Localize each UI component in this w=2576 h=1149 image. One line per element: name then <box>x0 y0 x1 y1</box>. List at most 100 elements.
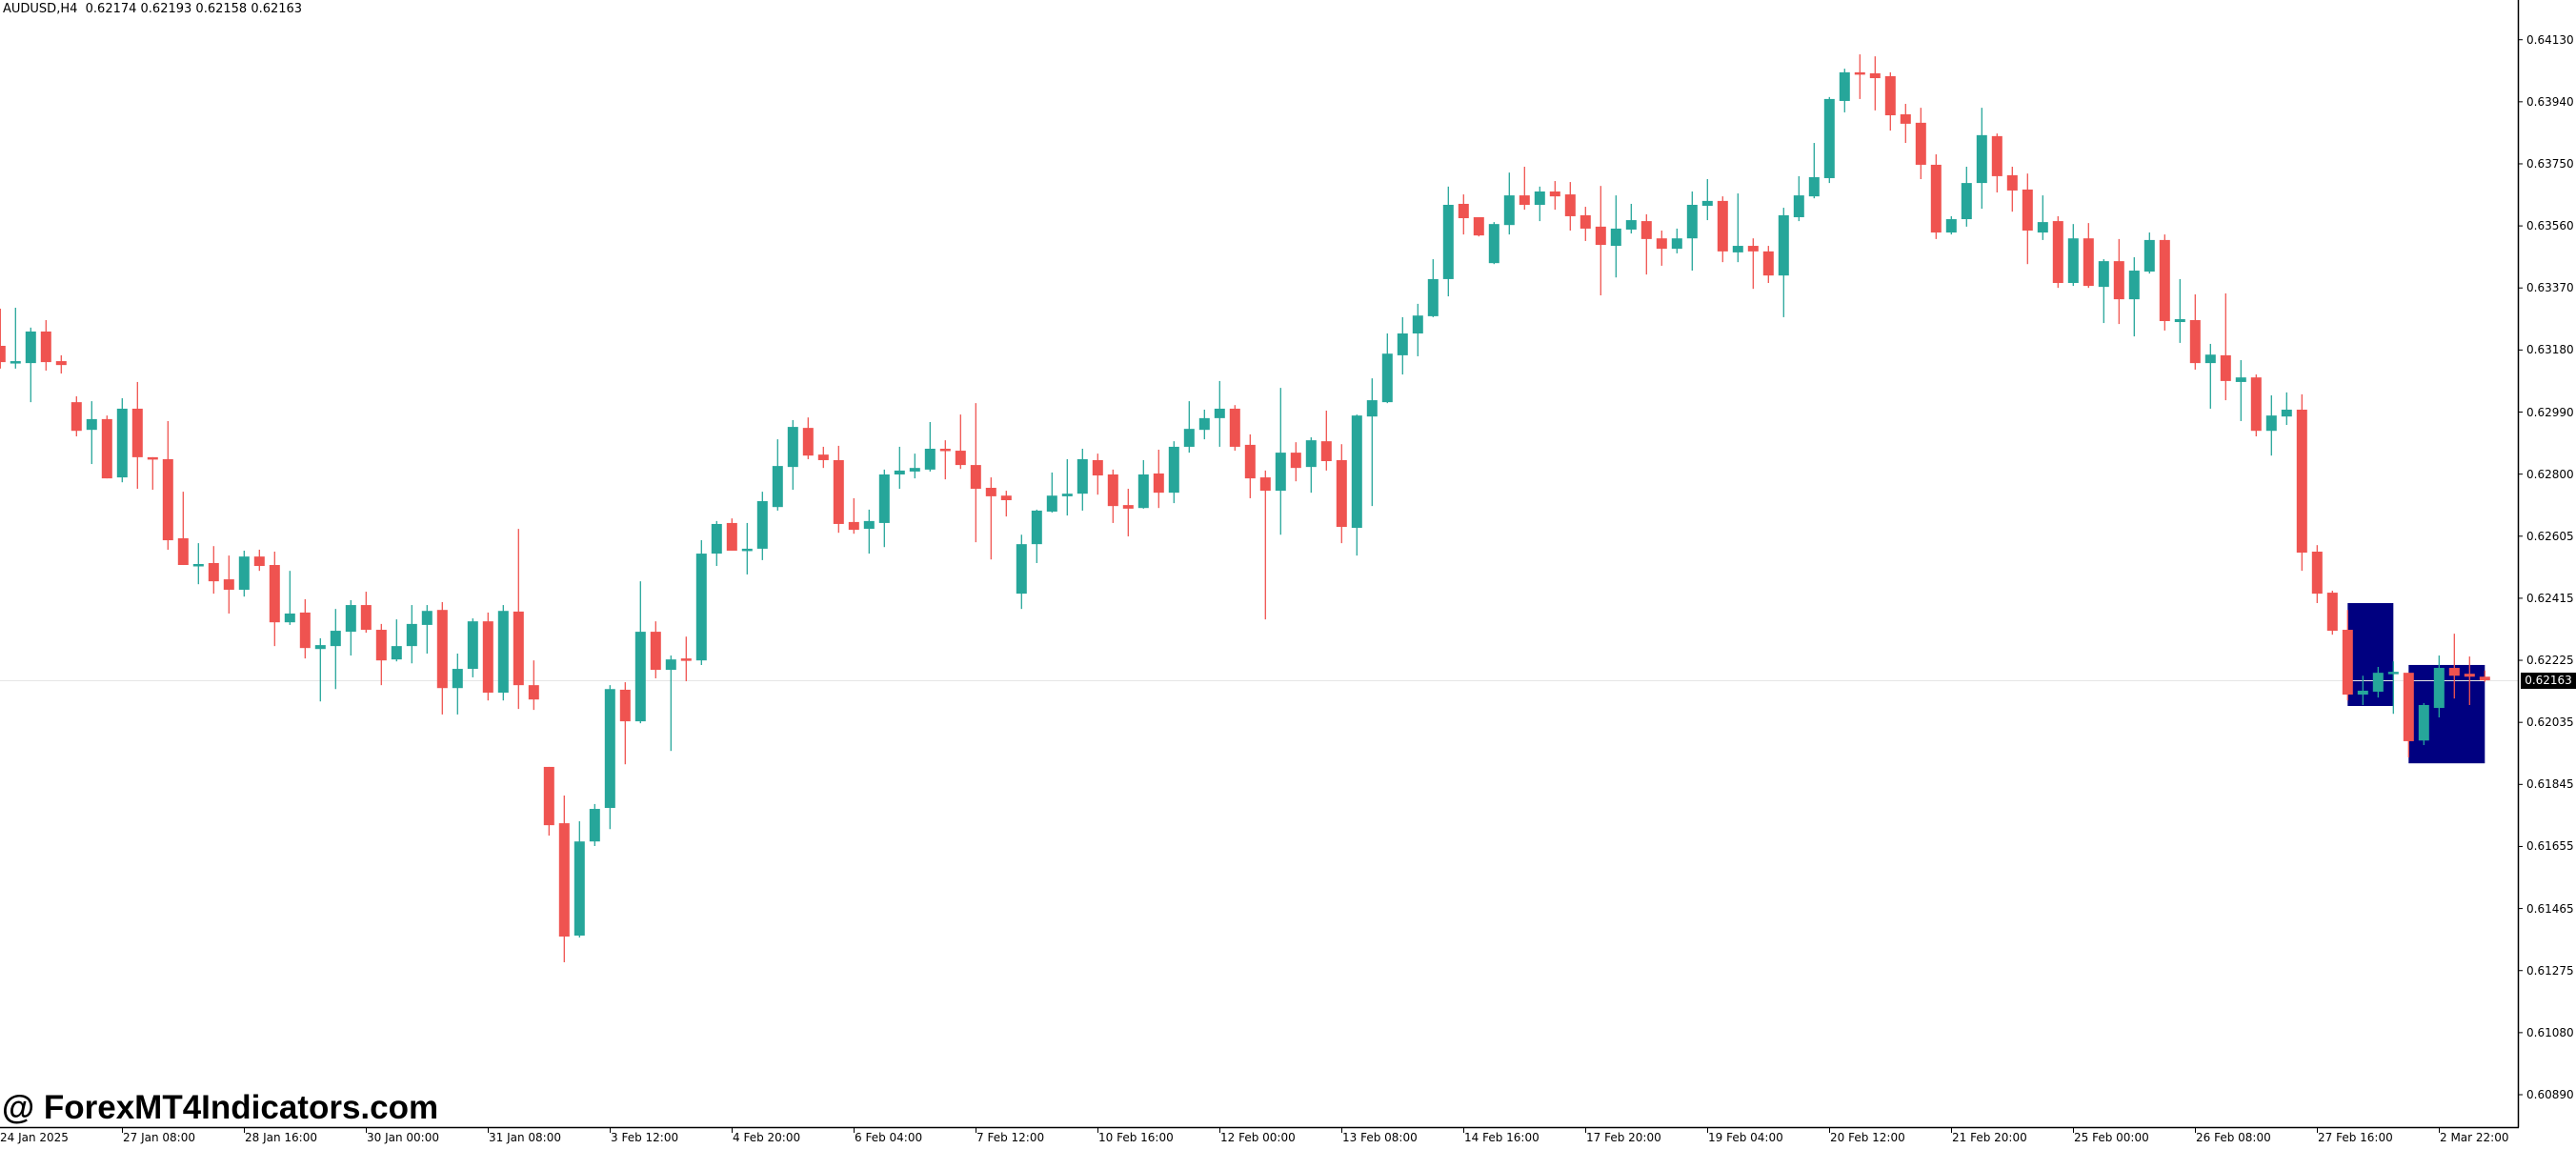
bull-candle-body <box>1198 417 1210 431</box>
price-tick-label: 0.61080 <box>2526 1025 2574 1039</box>
time-axis-ticks <box>122 1127 2440 1133</box>
bear-candle-body <box>2311 552 2323 595</box>
candle <box>1397 316 1408 375</box>
candle <box>2372 667 2384 698</box>
candle <box>482 612 493 701</box>
bear-candle-body <box>1580 214 1591 229</box>
bear-candle-body <box>2296 409 2307 554</box>
candle <box>1549 181 1560 211</box>
bull-candle-body <box>1961 183 1972 220</box>
price-tick-label: 0.62415 <box>2526 591 2574 605</box>
bull-candle-body <box>1275 453 1286 492</box>
time-tick-label: 3 Feb 12:00 <box>611 1131 679 1144</box>
bull-candle-body <box>1442 204 1454 279</box>
bull-candle-body <box>1732 246 1743 252</box>
bear-candle-body <box>101 418 112 479</box>
candle <box>1900 104 1911 144</box>
candle <box>1458 194 1469 235</box>
time-tick-label: 14 Feb 16:00 <box>1464 1131 1540 1144</box>
bull-candle-body <box>634 632 646 722</box>
candle <box>406 605 417 664</box>
candle <box>1046 472 1057 513</box>
bull-candle-body <box>1366 400 1378 417</box>
bear-candle-body <box>1595 226 1606 246</box>
bull-candle-body <box>2387 672 2399 675</box>
bear-candle-body <box>1259 477 1271 492</box>
bull-candle-body <box>863 520 875 530</box>
candle <box>192 543 204 585</box>
candle <box>1290 442 1301 482</box>
candle <box>1122 489 1134 536</box>
candle <box>2204 343 2216 409</box>
candle <box>1198 409 1210 440</box>
bear-candle-body <box>802 428 814 456</box>
time-tick-label: 10 Feb 16:00 <box>1098 1131 1174 1144</box>
bull-candle-body <box>711 523 722 554</box>
candle <box>970 403 981 543</box>
candle <box>650 621 661 678</box>
time-tick-label: 21 Feb 20:00 <box>1952 1131 2027 1144</box>
candle <box>2479 670 2490 682</box>
candle <box>1701 178 1713 221</box>
bear-candle-body <box>70 402 82 432</box>
bear-candle-body <box>2479 676 2490 681</box>
bull-candle-body <box>1427 278 1439 316</box>
candle <box>2235 360 2246 421</box>
price-tick-label: 0.63940 <box>2526 94 2574 109</box>
candle <box>558 796 570 963</box>
time-tick-label: 28 Jan 16:00 <box>245 1131 317 1144</box>
candle <box>2052 215 2063 289</box>
bear-candle-body <box>375 630 387 661</box>
price-tick-label: 0.63180 <box>2526 343 2574 357</box>
bull-candle-body <box>1031 510 1042 545</box>
candle <box>1595 186 1606 296</box>
bull-candle-body <box>2281 409 2292 417</box>
bull-candle-body <box>741 548 753 552</box>
time-tick-label: 27 Feb 16:00 <box>2318 1131 2393 1144</box>
bear-candle-body <box>1884 75 1896 115</box>
candle <box>1671 228 1682 253</box>
candle <box>2083 223 2094 289</box>
bull-candle-body <box>787 427 798 468</box>
bear-candle-body <box>299 612 311 649</box>
candle <box>253 549 265 572</box>
bear-candle-body <box>985 488 996 496</box>
candle <box>1016 534 1027 610</box>
candle <box>1305 437 1317 494</box>
bear-candle-body <box>0 345 6 363</box>
bull-candle-body <box>10 361 21 364</box>
candle <box>2296 393 2307 572</box>
candle <box>86 401 97 465</box>
candle <box>1503 172 1515 235</box>
bull-candle-body <box>772 466 783 508</box>
bear-candle-body <box>528 685 539 700</box>
bear-candle-body <box>1762 251 1774 276</box>
candle <box>1732 193 1743 263</box>
candle <box>833 445 844 534</box>
candle <box>1747 238 1759 290</box>
zone-1-rectangle[interactable] <box>2347 603 2394 707</box>
bull-candle-body <box>2357 690 2368 695</box>
candle <box>1137 459 1149 509</box>
candle <box>1778 208 1789 317</box>
bear-candle-body <box>2448 668 2460 676</box>
candle <box>955 414 966 470</box>
bull-candle-body <box>1077 458 1088 494</box>
bear-candle-body <box>2022 189 2033 231</box>
bear-candle-body <box>40 331 51 363</box>
time-tick-label: 17 Feb 20:00 <box>1586 1131 1661 1144</box>
candle <box>1625 203 1637 234</box>
candle <box>711 520 722 567</box>
bull-candle-body <box>756 501 768 549</box>
candle <box>1640 213 1652 275</box>
candle <box>1945 215 1957 235</box>
candle <box>2022 173 2033 265</box>
candle <box>1351 414 1362 556</box>
price-tick-label: 0.62800 <box>2526 467 2574 481</box>
candle <box>2174 278 2185 343</box>
candle <box>1610 195 1621 278</box>
bear-candle-body <box>726 522 737 551</box>
bull-candle-body <box>116 408 128 478</box>
